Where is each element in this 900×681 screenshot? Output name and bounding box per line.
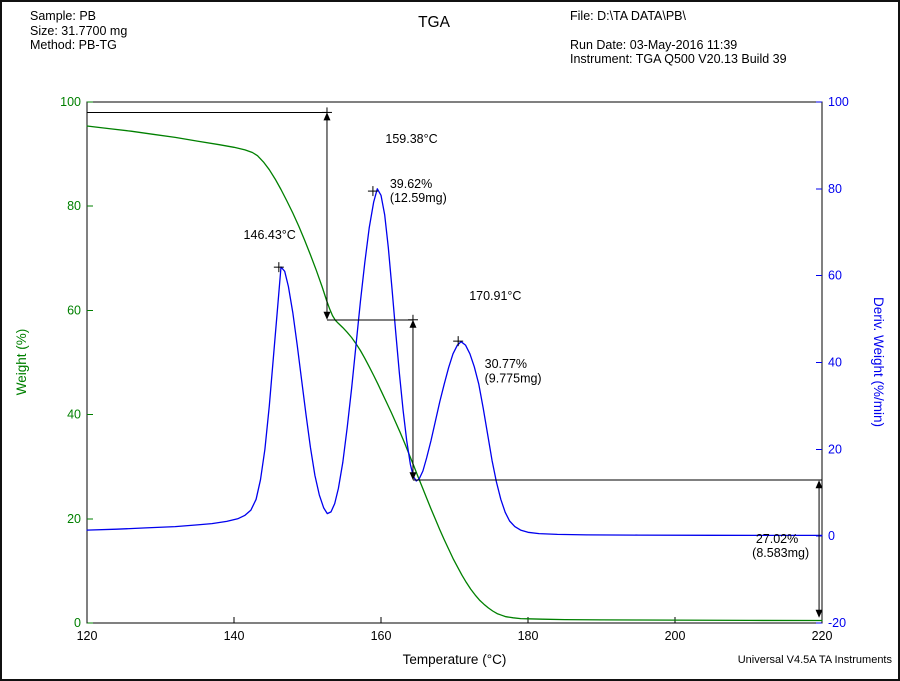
sample-info-block: Sample: PB Size: 31.7700 mg Method: PB-T…	[30, 9, 127, 53]
left-axis-tick-label: 0	[74, 616, 81, 630]
file-path: File: D:\TA DATA\PB\	[570, 9, 686, 23]
file-info-block: File: D:\TA DATA\PB\ Run Date: 03-May-20…	[570, 9, 787, 67]
x-axis-tick-label: 180	[518, 629, 539, 643]
instrument-info: Instrument: TGA Q500 V20.13 Build 39	[570, 52, 787, 66]
right-axis-tick-label: 80	[828, 182, 842, 196]
right-axis-title: Deriv. Weight (%/min)	[871, 297, 886, 427]
right-axis-tick-label: 20	[828, 442, 842, 456]
right-axis-tick-label: 40	[828, 356, 842, 370]
arrowhead	[323, 311, 331, 320]
right-axis-tick-label: 60	[828, 269, 842, 283]
x-axis-tick-label: 220	[812, 629, 833, 643]
arrowhead	[409, 472, 417, 481]
left-axis-title: Weight (%)	[14, 329, 29, 396]
x-axis-tick-label: 160	[371, 629, 392, 643]
weight-curve	[86, 125, 823, 622]
left-axis-tick-label: 60	[67, 303, 81, 317]
run-date: Run Date: 03-May-2016 11:39	[570, 37, 738, 52]
sample-size: Size: 31.7700 mg	[30, 23, 128, 38]
arrowhead	[815, 609, 823, 618]
left-axis-tick-label: 40	[67, 408, 81, 422]
right-axis-tick-label: 100	[828, 95, 849, 109]
page-title: TGA	[418, 14, 450, 31]
right-axis-tick-label: -20	[828, 616, 846, 630]
annotation-label: (12.59mg)	[390, 191, 447, 205]
arrowhead	[815, 480, 823, 489]
annotation-label: 39.62%	[390, 177, 432, 191]
annotation-label: 30.77%	[485, 357, 527, 371]
arrowhead	[323, 112, 331, 121]
annotation-label: (9.775mg)	[485, 371, 542, 385]
annotation-label: 146.43°C	[244, 228, 296, 242]
sample-name: Sample: PB	[30, 9, 97, 23]
plot-border	[86, 101, 823, 624]
x-axis-tick-label: 120	[77, 629, 98, 643]
annotation-label: 170.91°C	[469, 289, 521, 303]
arrowhead	[409, 319, 417, 328]
left-axis-tick-label: 80	[67, 199, 81, 213]
sample-method: Method: PB-TG	[30, 38, 117, 52]
annotation-label: 27.02%	[756, 532, 798, 546]
left-axis-tick-label: 20	[67, 512, 81, 526]
right-axis-tick-label: 0	[828, 529, 835, 543]
software-credit: Universal V4.5A TA Instruments	[737, 654, 892, 666]
x-axis-title: Temperature (°C)	[403, 652, 507, 667]
deriv-weight-curve	[86, 188, 823, 537]
left-axis-tick-label: 100	[60, 95, 81, 109]
annotation-label: (8.583mg)	[752, 546, 809, 560]
x-axis-tick-label: 140	[224, 629, 245, 643]
x-axis-tick-label: 200	[665, 629, 686, 643]
annotation-label: 159.38°C	[385, 132, 437, 146]
